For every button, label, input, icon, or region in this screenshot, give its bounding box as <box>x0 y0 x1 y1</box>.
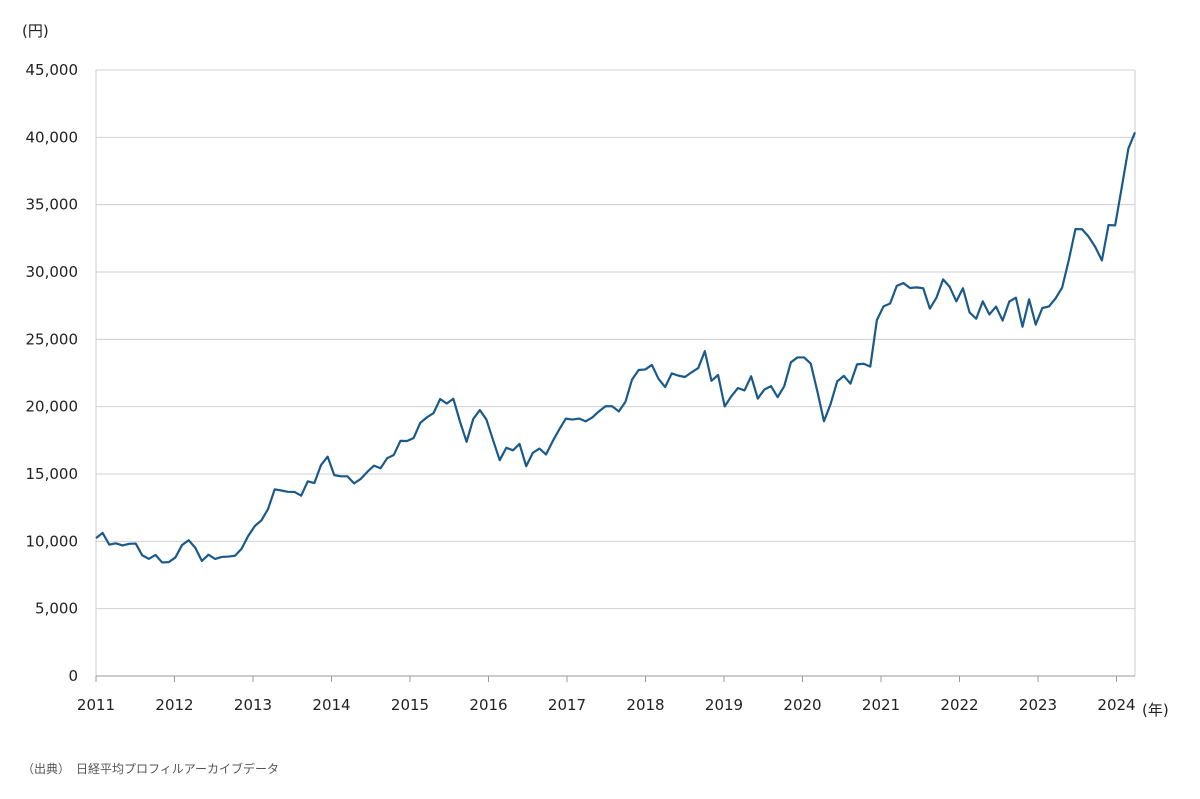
y-unit-label: (円) <box>22 22 49 40</box>
x-unit-label: (年) <box>1142 701 1169 719</box>
y-tick-label: 40,000 <box>26 128 79 146</box>
x-tick-label: 2021 <box>862 696 900 714</box>
x-tick-labels: 2011 2012 2013 2014 2015 2016 2017 2018 2019 2020… <box>77 696 1136 714</box>
y-tick-labels: 0 5,000 10,000 15,000 20,000 25,000 30,000 35,0… <box>26 61 79 685</box>
y-tick-label: 45,000 <box>26 61 79 79</box>
x-tick-label: 2024 <box>1097 696 1135 714</box>
x-tick-label: 2022 <box>940 696 978 714</box>
y-tick-label: 20,000 <box>26 398 79 416</box>
y-tick-label: 30,000 <box>26 263 79 281</box>
x-tick-label: 2016 <box>469 696 507 714</box>
x-tick-label: 2019 <box>705 696 743 714</box>
x-tick-label: 2020 <box>783 696 821 714</box>
x-tick-label: 2013 <box>234 696 272 714</box>
axes <box>95 70 1136 682</box>
series <box>95 131 1137 564</box>
y-tick-label: 0 <box>68 667 78 685</box>
x-tick-label: 2012 <box>155 696 193 714</box>
x-tick-label: 2018 <box>626 696 664 714</box>
y-tick-label: 35,000 <box>26 196 79 214</box>
source-note: （出典） 日経平均プロフィルアーカイブデータ <box>22 762 280 776</box>
y-tick-label: 15,000 <box>26 465 79 483</box>
y-tick-label: 25,000 <box>26 330 79 348</box>
x-tick-label: 2017 <box>548 696 586 714</box>
y-tick-label: 5,000 <box>35 600 78 618</box>
x-tick-label: 2015 <box>391 696 429 714</box>
series-line <box>95 131 1137 564</box>
x-tick-label: 2023 <box>1019 696 1057 714</box>
x-tick-label: 2011 <box>77 696 115 714</box>
x-tick-label: 2014 <box>312 696 350 714</box>
y-tick-label: 10,000 <box>26 532 79 550</box>
grid <box>96 69 1135 610</box>
